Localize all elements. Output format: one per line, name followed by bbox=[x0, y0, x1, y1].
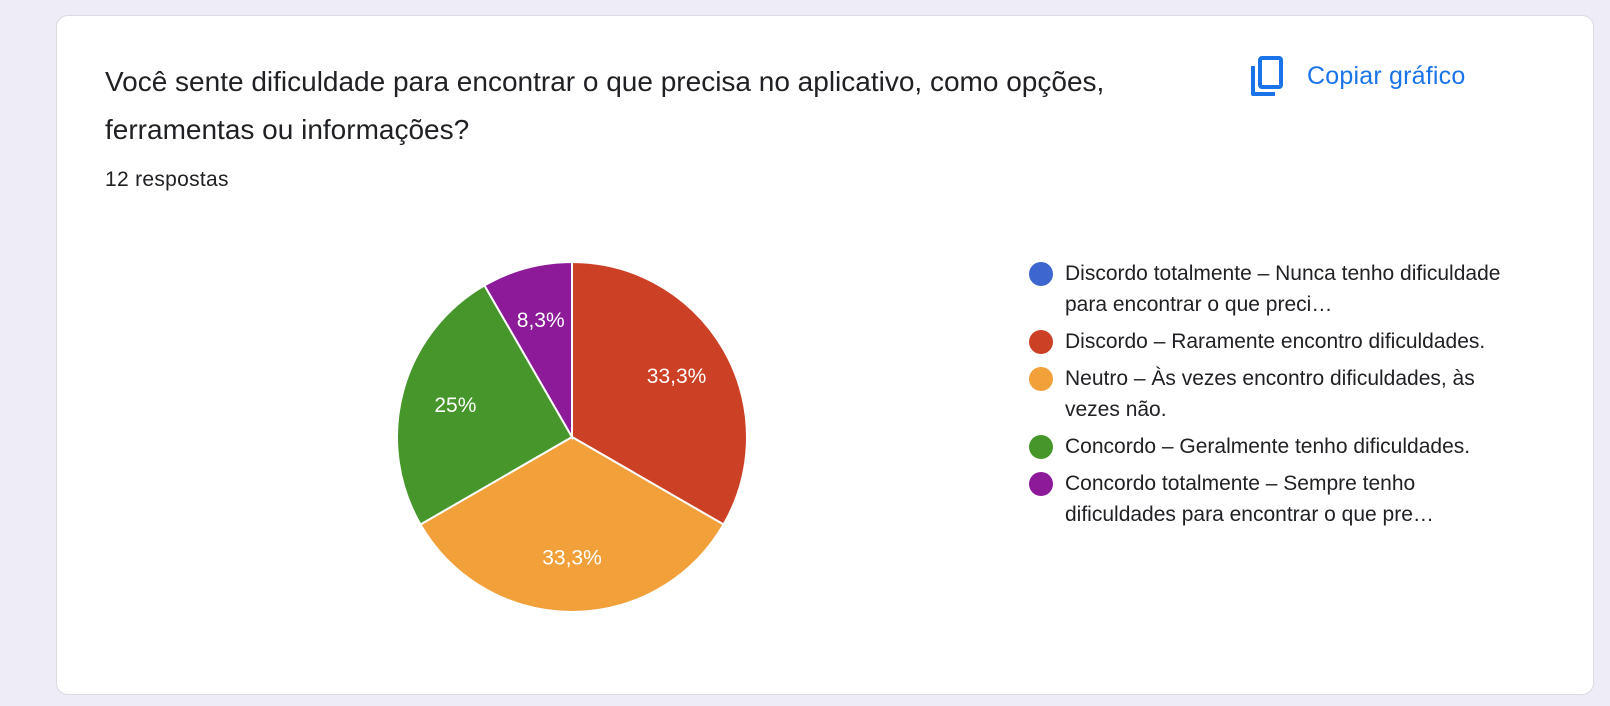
pie-slice[interactable] bbox=[396, 284, 574, 526]
legend-item[interactable]: Concordo – Geralmente tenho dificuldades… bbox=[1029, 431, 1509, 462]
legend-item[interactable]: Discordo – Raramente encontro dificuldad… bbox=[1029, 326, 1509, 357]
pie-chart: 33,3% 33,3% 25% 8,3% bbox=[396, 260, 748, 613]
copy-chart-label: Copiar gráfico bbox=[1307, 61, 1466, 90]
copy-icon bbox=[1247, 54, 1287, 98]
legend-label: Concordo totalmente – Sempre tenho dific… bbox=[1065, 472, 1434, 526]
slice-label: 33,3% bbox=[542, 546, 602, 569]
slice-label: 33,3% bbox=[647, 365, 707, 388]
legend-color-dot bbox=[1029, 330, 1053, 354]
slice-label: 25% bbox=[434, 394, 476, 417]
pie-slice[interactable] bbox=[483, 260, 573, 441]
slice-label: 8,3% bbox=[517, 309, 565, 332]
copy-chart-button[interactable]: Copiar gráfico bbox=[1247, 52, 1465, 100]
legend-label: Neutro – Às vezes encontro dificuldades,… bbox=[1065, 367, 1475, 421]
legend-color-dot bbox=[1029, 435, 1053, 459]
chart-card: Você sente dificuldade para encontrar o … bbox=[56, 15, 1594, 695]
legend-color-dot bbox=[1029, 367, 1053, 391]
legend-color-dot bbox=[1029, 262, 1053, 286]
legend-label: Discordo totalmente – Nunca tenho dificu… bbox=[1065, 262, 1501, 316]
pie-slice[interactable] bbox=[419, 435, 725, 613]
question-title: Você sente dificuldade para encontrar o … bbox=[105, 66, 1105, 145]
legend-item[interactable]: Discordo totalmente – Nunca tenho dificu… bbox=[1029, 258, 1509, 320]
legend-label: Concordo – Geralmente tenho dificuldades… bbox=[1065, 435, 1471, 458]
legend-label: Discordo – Raramente encontro dificuldad… bbox=[1065, 330, 1486, 353]
chart-legend: Discordo totalmente – Nunca tenho dificu… bbox=[1029, 258, 1509, 536]
legend-color-dot bbox=[1029, 472, 1053, 496]
pie-slice[interactable] bbox=[571, 260, 748, 526]
response-count: 12 respostas bbox=[105, 168, 229, 191]
legend-item[interactable]: Concordo totalmente – Sempre tenho dific… bbox=[1029, 468, 1509, 530]
legend-item[interactable]: Neutro – Às vezes encontro dificuldades,… bbox=[1029, 363, 1509, 425]
